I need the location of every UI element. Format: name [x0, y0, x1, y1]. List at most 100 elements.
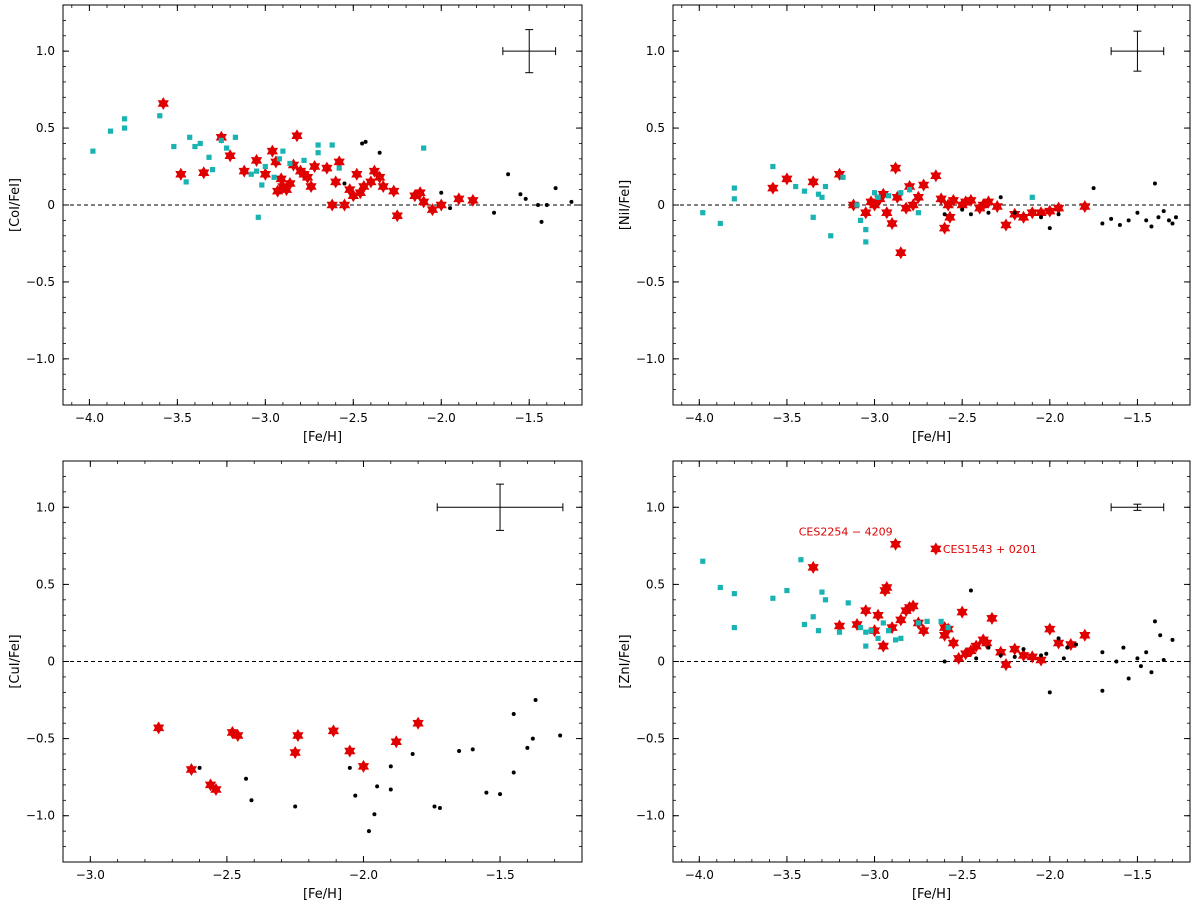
x-tick-label: −2.5: [948, 411, 977, 425]
y-tick-label: −1.0: [26, 809, 55, 823]
y-tick-label: −1.0: [26, 352, 55, 366]
square-data-point: [836, 629, 843, 635]
panel-copper: −3.0 −2.5 −2.0 −1.5 1.0 0.5 0 −0.5 −1.0 [Fe/H] [Cu…: [8, 460, 583, 902]
x-tick-label: −1.5: [1123, 868, 1152, 882]
square-data-point: [197, 140, 203, 147]
square-data-point: [798, 557, 804, 563]
dot-data-point: [1135, 656, 1140, 661]
dot-data-point: [1166, 218, 1171, 223]
dot-data-point: [1138, 664, 1143, 669]
dot-data-point: [342, 181, 347, 186]
dot-data-point: [249, 798, 254, 803]
square-data-point: [280, 148, 286, 154]
dot-data-point: [432, 804, 437, 809]
y-axis-label: [ZnI/FeI]: [618, 634, 633, 688]
dot-data-point: [492, 210, 497, 215]
square-data-point: [822, 183, 829, 190]
series-dot: [942, 588, 1175, 695]
star-data-point: [435, 198, 447, 212]
square-data-point: [717, 584, 723, 591]
dot-data-point: [1126, 218, 1131, 223]
square-data-point: [868, 628, 874, 634]
star-data-point: [956, 605, 968, 619]
dot-data-point: [353, 793, 358, 798]
square-data-point: [700, 558, 706, 564]
square-data-point: [810, 614, 816, 620]
x-tick-label: −3.0: [860, 411, 889, 425]
star-data-point: [907, 198, 919, 212]
square-data-point: [287, 160, 293, 167]
square-data-point: [880, 620, 886, 626]
error-bar: [436, 483, 564, 531]
square-data-point: [875, 194, 881, 200]
square-data-point: [107, 128, 114, 134]
square-data-point: [845, 600, 851, 606]
square-data-point: [336, 165, 342, 171]
dot-data-point: [1170, 221, 1175, 226]
dot-data-point: [1117, 223, 1122, 227]
star-data-point: [232, 729, 244, 743]
panel-zinc: −4.0 −3.5 −3.0 −2.5 −2.0 −1.5 1.0 0.5 0 −0.5 −1.0 C…: [618, 460, 1191, 902]
dot-data-point: [363, 139, 368, 144]
star-data-point: [308, 160, 321, 174]
square-data-point: [770, 163, 776, 170]
dot-data-point: [968, 212, 973, 217]
star-data-point: [1000, 218, 1012, 232]
star-data-point: [1035, 653, 1047, 667]
dot-data-point: [1158, 633, 1163, 638]
dot-data-point: [388, 764, 393, 769]
dot-data-point: [1156, 215, 1161, 220]
star-data-point: [767, 181, 779, 195]
square-data-point: [121, 116, 128, 122]
star-data-point: [868, 624, 881, 638]
star-data-point: [947, 193, 960, 207]
y-axis-label: [NiI/FeI]: [618, 180, 633, 230]
dot-data-point: [1161, 657, 1166, 662]
square-data-point: [863, 239, 869, 245]
dot-data-point: [968, 588, 973, 593]
y-tick-label: 0: [47, 198, 55, 212]
dot-data-point: [439, 190, 444, 195]
x-tick-label: −4.0: [685, 411, 714, 425]
square-data-point: [271, 174, 277, 180]
y-tick-label: 0.5: [646, 577, 665, 591]
star-data-point: [347, 189, 359, 203]
square-data-point: [253, 168, 260, 174]
square-data-point: [224, 145, 230, 151]
series-dot: [197, 698, 563, 834]
dot-data-point: [1135, 210, 1140, 215]
star-data-point: [157, 96, 169, 110]
plot-frame: [672, 460, 1191, 863]
star-data-point: [198, 166, 210, 180]
star-data-point: [412, 716, 424, 730]
star-data-point: [388, 184, 400, 198]
error-bar: [1110, 503, 1165, 512]
star-data-point: [351, 167, 363, 181]
series-star: [157, 96, 479, 223]
star-data-point: [305, 180, 317, 194]
dot-data-point: [533, 698, 538, 703]
star-data-point: [1044, 204, 1056, 218]
dot-data-point: [347, 765, 352, 770]
square-data-point: [898, 635, 904, 641]
x-tick-label: −3.5: [772, 868, 801, 882]
square-data-point: [157, 113, 163, 119]
y-tick-label: 0.5: [36, 577, 55, 591]
square-data-point: [810, 214, 816, 220]
star-data-point: [912, 190, 924, 204]
dot-data-point: [544, 203, 549, 207]
star-data-point: [1052, 636, 1065, 650]
square-data-point: [815, 628, 822, 634]
y-tick-label: 1.0: [646, 500, 665, 514]
square-data-point: [828, 233, 834, 239]
x-tick-label: −3.5: [772, 411, 801, 425]
square-data-point: [784, 587, 790, 594]
square-data-point: [801, 621, 808, 628]
dot-data-point: [1109, 216, 1114, 221]
square-data-point: [90, 148, 96, 154]
dot-data-point: [377, 150, 382, 155]
series-square: [90, 113, 427, 220]
y-tick-label: 1.0: [36, 500, 55, 514]
square-data-point: [218, 137, 224, 143]
dot-data-point: [375, 784, 380, 789]
